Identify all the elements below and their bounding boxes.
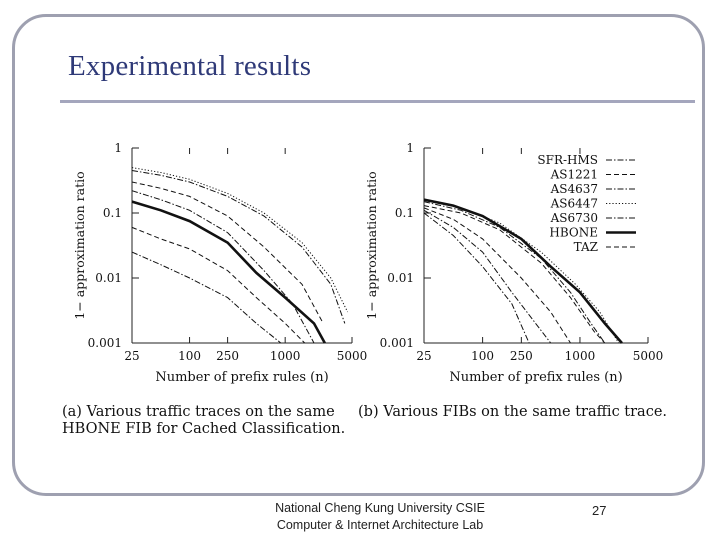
chart-b-legend-label: AS6447 (550, 197, 598, 211)
page-number: 27 (592, 503, 607, 518)
chart-b-series-as4637-line (423, 209, 552, 344)
chart-a-x-tick-label: 250 (216, 349, 239, 363)
chart-a-y-tick-label: 0.001 (88, 336, 122, 350)
chart-b-legend-label: SFR-HMS (537, 153, 598, 167)
chart-a-caption-line2: HBONE FIB for Cached Classification. (62, 421, 345, 437)
footer-line-2: Computer & Internet Architecture Lab (276, 518, 484, 532)
chart-a-x-tick-label: 25 (124, 349, 139, 363)
chart-b-y-tick-label: 0.001 (380, 336, 414, 350)
chart-b-series-taz-line (423, 205, 606, 344)
chart-a-x-tick-label: 1000 (270, 349, 301, 363)
chart-b-y-label: 1− approximation ratio (364, 171, 379, 319)
chart-a-series-7-line (131, 251, 282, 344)
slide-frame (12, 14, 705, 496)
chart-b-legend-label: AS6730 (550, 211, 598, 225)
chart-a-caption-line1: (a) Various traffic traces on the same (62, 404, 335, 420)
chart-b-x-label: Number of prefix rules (n) (449, 370, 622, 385)
chart-a-y-tick-label: 1 (114, 141, 122, 155)
chart-a-x-tick-label: 100 (178, 349, 201, 363)
chart-b-legend-label: TAZ (574, 240, 598, 254)
chart-b-y-tick-label: 0.01 (387, 271, 414, 285)
footer-line-1: National Cheng Kung University CSIE (275, 501, 485, 515)
chart-b-caption: (b) Various FIBs on the same traffic tra… (358, 404, 667, 420)
footer: National Cheng Kung University CSIE Comp… (240, 500, 520, 534)
chart-b-y-tick-label: 0.1 (395, 206, 414, 220)
slide-title: Experimental results (68, 50, 312, 82)
chart-b-x-tick-label: 100 (471, 349, 494, 363)
chart-a-series-4-line (131, 190, 315, 344)
title-underline (60, 100, 695, 103)
chart-a-y-tick-label: 0.01 (95, 271, 122, 285)
chart-b-x-tick-label: 250 (510, 349, 533, 363)
chart-a-series-6-line (131, 226, 306, 344)
chart-a-series-3-line (131, 181, 324, 324)
chart-b-series-as1221-line (423, 207, 571, 344)
chart-b-x-tick-label: 1000 (565, 349, 596, 363)
chart-b-series-as6730-line (423, 212, 530, 344)
chart-a-series-2-line (131, 170, 346, 324)
chart-b-series-hbone-line (423, 198, 623, 344)
chart-a-y-tick-label: 0.1 (103, 206, 122, 220)
chart-b-legend-label: HBONE (549, 226, 598, 240)
chart-b-legend-label: AS1221 (550, 168, 598, 182)
chart-b-x-tick-label: 5000 (633, 349, 664, 363)
chart-b-legend-label: AS4637 (550, 182, 598, 196)
chart-a-x-label: Number of prefix rules (n) (155, 370, 328, 385)
chart-b-y-tick-label: 1 (406, 141, 414, 155)
chart-b-x-tick-label: 25 (416, 349, 431, 363)
chart-a-x-tick-label: 5000 (337, 349, 368, 363)
chart-a-y-label: 1− approximation ratio (72, 171, 87, 319)
chart-a-series-5-line (131, 200, 326, 344)
